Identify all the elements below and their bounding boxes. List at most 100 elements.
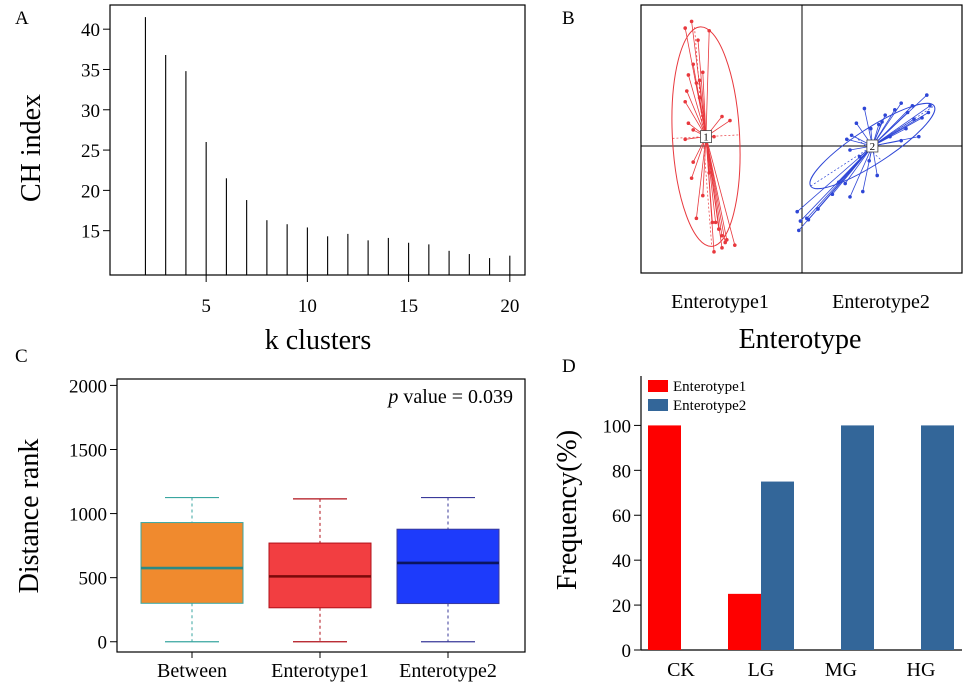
panel-d-legend-swatch: [648, 380, 668, 392]
panel-a-spikes: [144, 17, 511, 275]
panel-b-point: [869, 126, 873, 131]
panel-b-point: [849, 133, 854, 138]
panel-b-point: [877, 122, 881, 127]
panel-b-point: [805, 216, 809, 221]
panel-c-boxes: Between Enterotype1 Enterotype2: [140, 496, 500, 682]
panel-b-point: [694, 216, 699, 221]
panel-b-point: [854, 121, 859, 126]
panel-d-bar: [648, 425, 681, 650]
panel-a-x-tick-label: 20: [500, 296, 519, 317]
panel-b-group-label-2: Enterotype2: [832, 291, 930, 313]
panel-b-xlabel: Enterotype: [739, 324, 862, 355]
panel-d-legend-label: Enterotype1: [673, 379, 746, 395]
panel-b-point: [893, 108, 897, 112]
panel-b-point: [917, 134, 921, 139]
panel-b-point: [797, 228, 801, 233]
panel-c-y-tick-label: 1000: [69, 505, 107, 526]
panel-b-point: [904, 126, 908, 131]
panel-b-point: [712, 250, 716, 254]
panel-c-y-tick-label: 2000: [69, 376, 107, 397]
panel-c-box: [396, 528, 500, 605]
panel-b-spider-line: [702, 72, 707, 137]
panel-b-spider-line: [686, 90, 707, 137]
panel-label-a: A: [15, 8, 29, 29]
panel-b-point: [905, 110, 910, 115]
panel-b-point: [720, 233, 724, 238]
panel-b-point: [691, 128, 695, 132]
panel-c-frame: [116, 378, 526, 653]
panel-c-y-tick-label: 1500: [69, 440, 107, 461]
panel-d-bar: [841, 425, 874, 650]
panel-b-spider-line: [697, 40, 707, 137]
panel-a-y-tick-label: 30: [81, 101, 100, 122]
panel-b-point: [928, 104, 932, 108]
panel-c-x-tick-label: Enterotype2: [399, 660, 497, 682]
panel-c-annotation-value: value = 0.039: [398, 386, 513, 408]
panel-b-point: [926, 110, 931, 115]
panel-d-legend-label: Enterotype2: [673, 398, 746, 414]
panel-b-point: [691, 62, 695, 67]
panel-a-y-tick-label: 20: [81, 181, 100, 202]
panel-b-point: [848, 195, 852, 199]
panel-b-point: [696, 38, 700, 42]
panel-b-point: [683, 137, 687, 142]
panel-b-point: [685, 89, 689, 93]
panel-b-point: [845, 137, 849, 142]
panel-b-spider-line: [705, 30, 710, 137]
panel-b-point: [723, 240, 727, 245]
panel-d-x-axis: CK LG MG HG: [667, 659, 935, 681]
panel-b-spider-line: [849, 145, 873, 198]
panel-b-point: [707, 28, 711, 33]
panel-b-spider-line: [872, 105, 931, 147]
panel-d-x-tick-label: HG: [907, 659, 936, 681]
panel-b-spider-line: [705, 136, 736, 246]
panel-b-point: [686, 121, 691, 126]
panel-b-point: [720, 246, 724, 250]
panel-b-spider-line: [692, 64, 707, 137]
panel-b-spider-line: [702, 136, 707, 196]
panel-a: 5 10 15 20 15 20 25 30 35 40 k clusters CH index: [16, 4, 526, 356]
panel-d-y-tick-label: 80: [612, 461, 631, 482]
panel-d-y-tick-label: 100: [603, 416, 632, 437]
panel-b-spider-line: [691, 136, 707, 179]
panel-b-spider-line: [705, 136, 715, 252]
panel-b-point: [848, 148, 852, 152]
panel-c-annotation-p: p: [386, 386, 398, 408]
panel-b-point: [712, 134, 716, 139]
panel-a-y-tick-label: 35: [81, 60, 100, 81]
panel-a-y-axis: 15 20 25 30 35 40: [81, 20, 110, 243]
panel-b-point: [689, 176, 694, 180]
panel-b-point: [717, 227, 721, 231]
panel-b-spider-line: [705, 136, 723, 248]
panel-b-point: [683, 26, 687, 30]
panel-a-xlabel: k clusters: [265, 325, 372, 356]
panel-b-point: [697, 95, 702, 100]
panel-c: 0 500 1000 1500 2000 Between Enterotype1 Enter…: [14, 376, 526, 682]
panel-b-plot: 12: [671, 19, 936, 254]
panel-b-spider-line: [705, 136, 728, 240]
panel-d-bar: [728, 593, 761, 650]
panel-b-point: [880, 120, 884, 124]
panel-b-point: [725, 238, 729, 242]
panel-b-centroid-box: [866, 139, 879, 153]
panel-b-point: [912, 117, 916, 121]
panel-b-point: [899, 138, 903, 143]
panel-b-spider-line: [862, 145, 873, 192]
panel-b-point: [683, 99, 687, 104]
panel-d-bar: [761, 481, 794, 650]
panel-label-d: D: [562, 356, 576, 377]
panel-b-point: [920, 116, 924, 120]
panel-a-frame: [109, 4, 526, 276]
panel-a-ylabel: CH index: [16, 94, 47, 202]
panel-b-point: [710, 220, 715, 225]
panel-d-bars: [648, 425, 954, 650]
panel-b-point: [867, 158, 871, 163]
panel-d-y-tick-label: 20: [612, 596, 631, 617]
panel-b-spider-line: [872, 136, 919, 147]
panel-b-point: [720, 114, 724, 119]
panel-d-y-tick-label: 60: [612, 506, 631, 527]
panel-d-bar: [921, 425, 954, 650]
panel-b-point: [816, 207, 820, 211]
panel-b-centroid-label: 1: [703, 132, 709, 144]
panel-b-centroid-label: 2: [870, 141, 876, 153]
